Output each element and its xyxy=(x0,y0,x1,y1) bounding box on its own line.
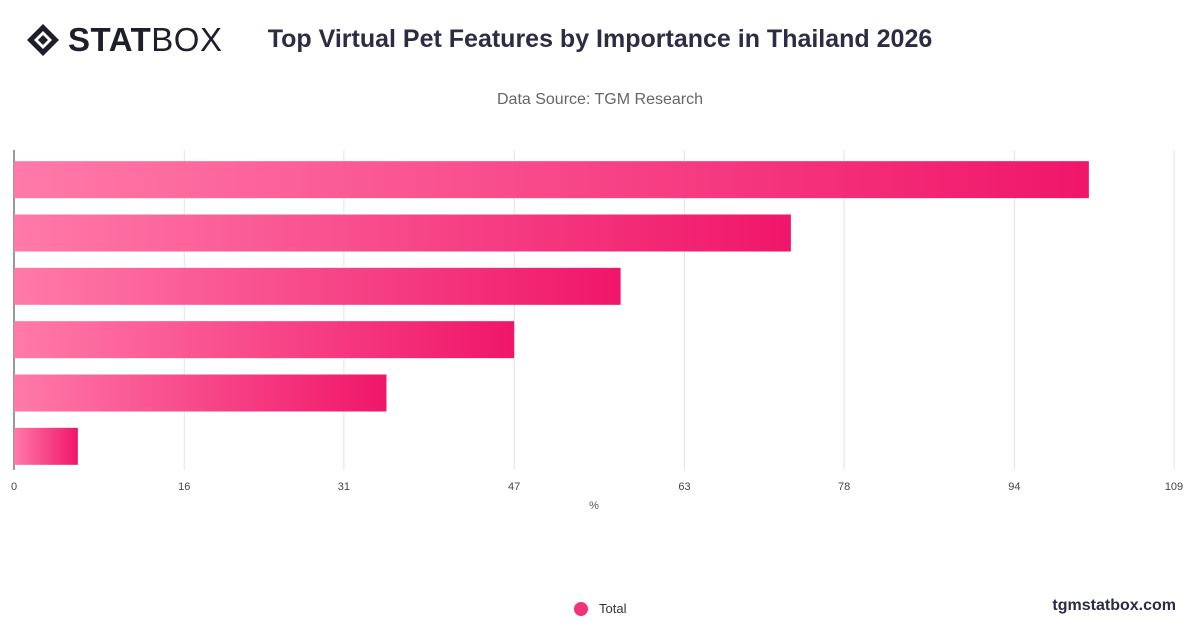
legend[interactable]: Total xyxy=(574,601,626,616)
legend-label: Total xyxy=(599,601,627,616)
x-tick-label: 78 xyxy=(838,481,850,493)
site-credit: tgmstatbox.com xyxy=(1052,597,1176,614)
x-tick-label: 31 xyxy=(338,481,350,493)
bar[interactable] xyxy=(14,374,387,412)
gridlines xyxy=(183,150,1175,470)
bars xyxy=(14,161,1089,465)
logo-box: BOX xyxy=(151,21,223,58)
x-tick-labels: 0 16 31 47 63 78 94 109 xyxy=(11,481,1183,493)
chart-subtitle: Data Source: TGM Research xyxy=(496,91,703,108)
bar[interactable] xyxy=(14,214,791,252)
logo-stat: STAT xyxy=(68,21,152,58)
x-tick-label: 16 xyxy=(178,481,190,493)
statbox-logo: STATBOX xyxy=(26,22,222,58)
bar[interactable] xyxy=(14,427,78,465)
logo-text: STATBOX xyxy=(68,22,222,58)
bar[interactable] xyxy=(14,267,621,305)
x-tick-label: 109 xyxy=(1165,481,1183,493)
chart-title: Top Virtual Pet Features by Importance i… xyxy=(267,25,933,53)
bar[interactable] xyxy=(14,321,515,359)
x-axis-label: % xyxy=(589,500,599,512)
diamond-logo-icon xyxy=(27,24,59,56)
legend-dot-icon xyxy=(574,601,588,616)
x-tick-label: 94 xyxy=(1008,481,1020,493)
bar[interactable] xyxy=(14,161,1089,199)
x-tick-label: 47 xyxy=(508,481,520,493)
x-tick-label: 63 xyxy=(678,481,690,493)
x-tick-label: 0 xyxy=(11,481,17,493)
